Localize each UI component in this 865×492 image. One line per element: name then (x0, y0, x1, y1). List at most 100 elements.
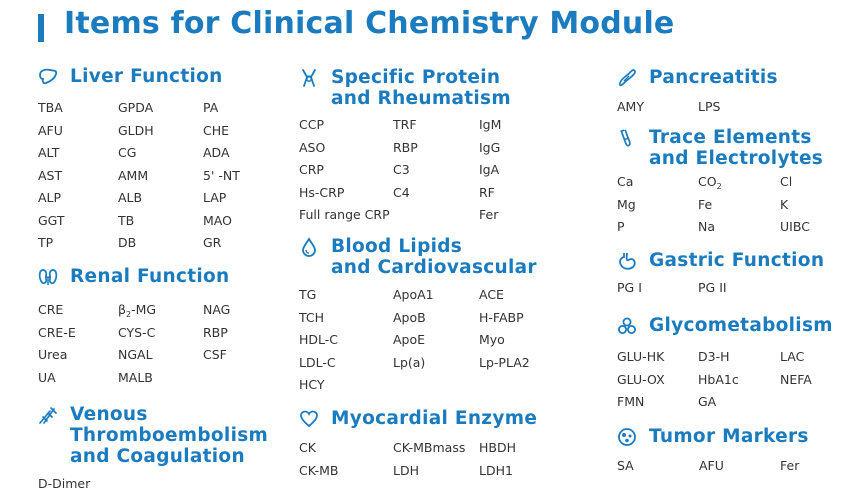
test-item: ALP (38, 190, 62, 205)
joint-icon (302, 69, 316, 87)
test-item: TRF (393, 117, 417, 132)
section-title-line: Specific Protein (331, 67, 501, 88)
test-item: DB (118, 235, 137, 250)
page-title: Items for Clinical Chemistry Module (64, 6, 675, 41)
test-item: CG (118, 145, 137, 160)
test-item: CO2 (698, 174, 722, 191)
test-item: LAP (203, 190, 227, 205)
test-item: ASO (299, 139, 326, 155)
test-item: TB (118, 212, 135, 228)
test-item: Full range CRP (299, 207, 390, 222)
section-gastric-function: Gastric Function PG I PG II (617, 250, 857, 295)
test-item: Myo (479, 332, 505, 347)
test-item: UA (38, 369, 56, 385)
section-title: Venous Thromboembolism and Coagulation (38, 404, 288, 467)
test-item: H-FABP (479, 309, 524, 325)
section-venous-thromboembolism: Venous Thromboembolism and Coagulation D-D… (38, 404, 288, 491)
section-title-line: Glycometabolism (649, 315, 833, 336)
title-accent-bar (38, 14, 44, 42)
test-item: ALB (118, 190, 143, 205)
test-item: NAG (203, 302, 231, 317)
molecule-icon (618, 317, 636, 334)
section-title: Blood Lipids and Cardiovascular (299, 236, 579, 278)
test-item: ApoA1 (393, 287, 434, 302)
test-item: AMM (118, 167, 149, 183)
test-item: AST (38, 167, 63, 183)
section-title-line: and Coagulation (70, 446, 245, 467)
kidney-icon (38, 269, 58, 285)
test-item: TG (299, 287, 317, 302)
section-title: Tumor Markers (617, 426, 857, 447)
test-item: LDH (393, 462, 419, 478)
test-item: IgM (479, 117, 502, 132)
test-item: GLDH (118, 122, 154, 138)
test-item: D3-H (698, 349, 730, 364)
section-title-line: Gastric Function (649, 250, 825, 271)
section-title-line: Myocardial Enzyme (331, 408, 538, 429)
test-item: C4 (393, 184, 410, 200)
test-item: Urea (38, 347, 68, 362)
test-item: TBA (38, 100, 63, 115)
section-title: Pancreatitis (617, 67, 857, 88)
test-item: CSF (203, 347, 227, 362)
section-trace-elements: Trace Elements and Electrolytes Ca Mg P CO2 F… (617, 127, 857, 234)
test-item: K (780, 196, 789, 212)
test-item: LPS (698, 99, 721, 114)
test-item: Fe (698, 196, 713, 212)
section-specific-protein: Specific Protein and Rheumatism CCP ASO CRP… (299, 67, 579, 222)
test-item: MAO (203, 212, 232, 228)
test-item: Lp(a) (393, 354, 426, 370)
section-title: Specific Protein and Rheumatism (299, 67, 579, 109)
test-item: SA (617, 458, 634, 473)
test-item: GLU-HK (617, 349, 665, 364)
test-item: 5' -NT (203, 167, 240, 183)
stomach-icon (619, 252, 636, 270)
test-item: ACE (479, 287, 504, 302)
test-item: CHE (203, 122, 230, 138)
test-item: IgG (479, 139, 501, 155)
test-item: ApoE (393, 332, 426, 347)
test-item: NEFA (780, 371, 812, 387)
test-item: AFU (699, 458, 724, 473)
test-item: Cl (780, 174, 793, 189)
liver-icon (39, 68, 58, 85)
test-item: UIBC (780, 219, 810, 234)
test-item: HDL-C (299, 332, 339, 347)
test-item: CRE-E (38, 324, 76, 340)
section-title: Renal Function (38, 266, 288, 287)
test-item: FMN (617, 394, 645, 409)
test-item: Hs-CRP (299, 184, 345, 200)
test-item: GPDA (118, 100, 154, 115)
test-item: C3 (393, 162, 410, 177)
test-item: CYS-C (118, 324, 156, 340)
test-item: HCY (299, 377, 325, 392)
test-item: RBP (393, 139, 418, 155)
test-item: GA (698, 394, 717, 409)
section-glycometabolism: Glycometabolism GLU-HK GLU-OX FMN D3-H HbA1c… (617, 315, 857, 409)
section-title: Trace Elements and Electrolytes (617, 127, 857, 169)
test-tube-icon (620, 129, 631, 147)
section-myocardial-enzyme: Myocardial Enzyme CK CK-MB CK-MBmass LDH HBD… (299, 408, 579, 478)
test-item: Mg (617, 196, 636, 212)
test-item: LAC (780, 349, 805, 364)
test-item: AMY (617, 99, 644, 114)
test-item: Fer (780, 458, 800, 473)
section-title-line: and Cardiovascular (331, 257, 537, 278)
section-title-line: and Electrolytes (649, 148, 824, 169)
section-title-line: Renal Function (70, 266, 230, 287)
test-item: TP (38, 235, 54, 250)
test-item: Fer (479, 207, 499, 222)
test-item: CRE (38, 302, 64, 317)
test-item: CRP (299, 162, 324, 177)
test-item: RF (479, 184, 495, 200)
test-item: CK-MB (299, 462, 339, 478)
test-item: PG II (698, 280, 727, 295)
section-title-line: Tumor Markers (649, 426, 809, 447)
test-item: GLU-OX (617, 371, 665, 387)
test-item: IgA (479, 162, 500, 177)
test-item: Ca (617, 174, 634, 189)
section-tumor-markers: Tumor Markers SA AFU Fer (617, 426, 857, 473)
section-title-line: Blood Lipids (331, 236, 463, 257)
heart-icon (300, 410, 318, 428)
test-item: CK-MBmass (393, 440, 466, 455)
